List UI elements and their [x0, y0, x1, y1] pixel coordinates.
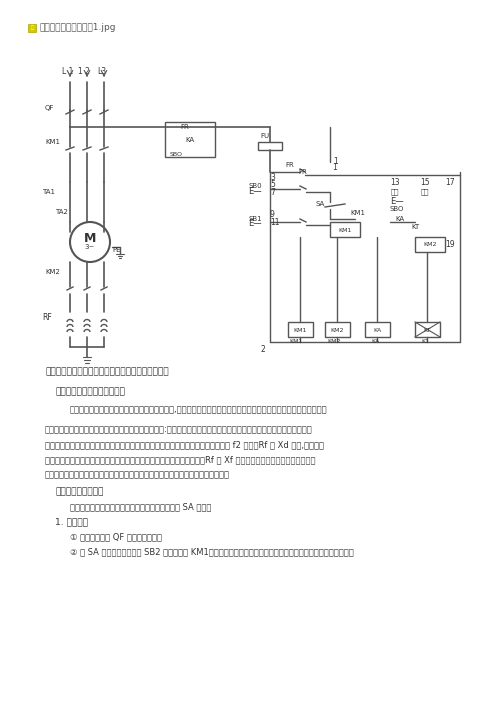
Text: 自动: 自动 [421, 189, 429, 195]
Text: SBO: SBO [170, 152, 183, 157]
Text: KA: KA [186, 137, 194, 143]
Text: 启动过程可分为自动控制和手动控制，由转换开关 SA 完成。: 启动过程可分为自动控制和手动控制，由转换开关 SA 完成。 [70, 503, 211, 512]
Text: 1. 自动控制: 1. 自动控制 [55, 517, 88, 526]
Text: KM1: KM1 [45, 139, 60, 145]
Text: 一、频敏变阻器的工作原理：: 一、频敏变阻器的工作原理： [55, 388, 125, 397]
Text: 3: 3 [270, 173, 275, 182]
Text: SB0: SB0 [248, 183, 262, 189]
Text: KT: KT [423, 328, 431, 333]
Text: ① 合上空气开关 QF 接通三相电源。: ① 合上空气开关 QF 接通三相电源。 [70, 533, 162, 541]
Text: 手动: 手动 [391, 189, 399, 195]
Text: KA: KA [373, 328, 381, 333]
Text: E—: E— [248, 187, 262, 195]
Text: RF: RF [42, 312, 52, 322]
Text: 1: 1 [333, 157, 338, 166]
Bar [415, 322, 440, 337]
Text: SB1: SB1 [248, 216, 262, 222]
Text: FU: FU [260, 133, 269, 139]
Text: KM2: KM2 [423, 242, 437, 248]
Text: L 1: L 1 [62, 67, 73, 77]
Text: PE: PE [112, 247, 121, 253]
Text: 15: 15 [420, 178, 430, 187]
Text: 得到恒矩矩特性，实现了电动机的无级启动。启动完毕后，频敏变阻器应短路切除。: 得到恒矩矩特性，实现了电动机的无级启动。启动完毕后，频敏变阻器应短路切除。 [45, 470, 230, 479]
Text: L3: L3 [97, 67, 106, 77]
Text: 1 2: 1 2 [78, 67, 90, 77]
Text: 1: 1 [332, 163, 337, 172]
Text: KM1: KM1 [293, 328, 307, 333]
Text: M: M [84, 232, 96, 244]
Text: KA: KA [395, 216, 404, 222]
Bar [330, 222, 360, 237]
Text: 以获得较大起动转矩。启动后，随着转速的提高转子电流频率逐渐降低，Rf 和 Xf 都自动减小，所以电动机可以近似地: 以获得较大起动转矩。启动后，随着转速的提高转子电流频率逐渐降低，Rf 和 Xf … [45, 456, 315, 465]
Bar [288, 322, 313, 337]
Text: ② 将 SA 拨向自动位置，按 SB2 交流接触器 KM1线圈得电并自锁，主触头闭合，动机定子接入三相电源开始启动。: ② 将 SA 拨向自动位置，按 SB2 交流接触器 KM1线圈得电并自锁，主触头… [70, 548, 354, 557]
Bar [28, 24, 36, 32]
Text: SA: SA [316, 201, 325, 207]
Text: 二、启动电路原理：: 二、启动电路原理： [55, 487, 103, 496]
Text: 2: 2 [260, 345, 265, 354]
Text: 频敏变阻器实际上是一个特殊的三相铁芯电抗器,它有一个三柱铁芯，每个柱上有一个绕组，三相绕组一般接成星形。: 频敏变阻器实际上是一个特殊的三相铁芯电抗器,它有一个三柱铁芯，每个柱上有一个绕组… [70, 406, 328, 414]
Text: KM1: KM1 [350, 210, 365, 216]
Text: 7: 7 [270, 188, 275, 197]
Text: E—: E— [390, 197, 404, 206]
Text: K1: K1 [421, 339, 429, 344]
Text: TA1: TA1 [42, 189, 55, 195]
Text: SBO: SBO [390, 206, 404, 212]
Text: TA2: TA2 [55, 209, 68, 215]
Text: 19: 19 [445, 240, 455, 249]
Text: KM2: KM2 [330, 328, 344, 333]
Text: FR: FR [181, 124, 189, 130]
Bar [365, 322, 390, 337]
Text: 绕线式电动机转子回路串频敏变阻器启动电路原理图: 绕线式电动机转子回路串频敏变阻器启动电路原理图 [45, 368, 169, 376]
Text: E—: E— [248, 220, 262, 228]
Text: 17: 17 [445, 178, 455, 187]
Text: 9: 9 [270, 210, 275, 219]
Text: KM1: KM1 [289, 339, 303, 344]
Text: 阻器的这一频率特性非常适合于控制异步电动机的启动过程。启动时，转子电流频率 f2 最大，Rf 与 Xd 最大,电动机可: 阻器的这一频率特性非常适合于控制异步电动机的启动过程。启动时，转子电流频率 f2… [45, 440, 324, 449]
Text: KM1: KM1 [338, 227, 352, 232]
Circle shape [70, 222, 110, 262]
Text: 图: 图 [31, 25, 33, 30]
Text: QF: QF [45, 105, 55, 111]
Bar [415, 237, 445, 252]
Text: KM2: KM2 [45, 269, 60, 275]
Bar [258, 142, 282, 150]
Text: FR: FR [285, 162, 294, 168]
Text: 5: 5 [270, 180, 275, 189]
Text: KA: KA [371, 339, 379, 344]
Text: 11: 11 [270, 218, 280, 227]
Text: 频敏变阻器的阻抗随着电流频率的变化而有明显的变化:电流频率高时，阻抗值也高；电流频率低时，阻抗值也低。频敏变: 频敏变阻器的阻抗随着电流频率的变化而有明显的变化:电流频率高时，阻抗值也高；电流… [45, 425, 313, 435]
Text: 3~: 3~ [85, 244, 95, 250]
Bar [325, 322, 350, 337]
Text: FR: FR [298, 169, 307, 175]
Text: KM2: KM2 [327, 339, 341, 344]
Text: 13: 13 [390, 178, 400, 187]
Bar [165, 122, 215, 157]
Text: KT: KT [411, 224, 419, 230]
Text: 此主题相关图片如下：1.jpg: 此主题相关图片如下：1.jpg [40, 23, 117, 32]
